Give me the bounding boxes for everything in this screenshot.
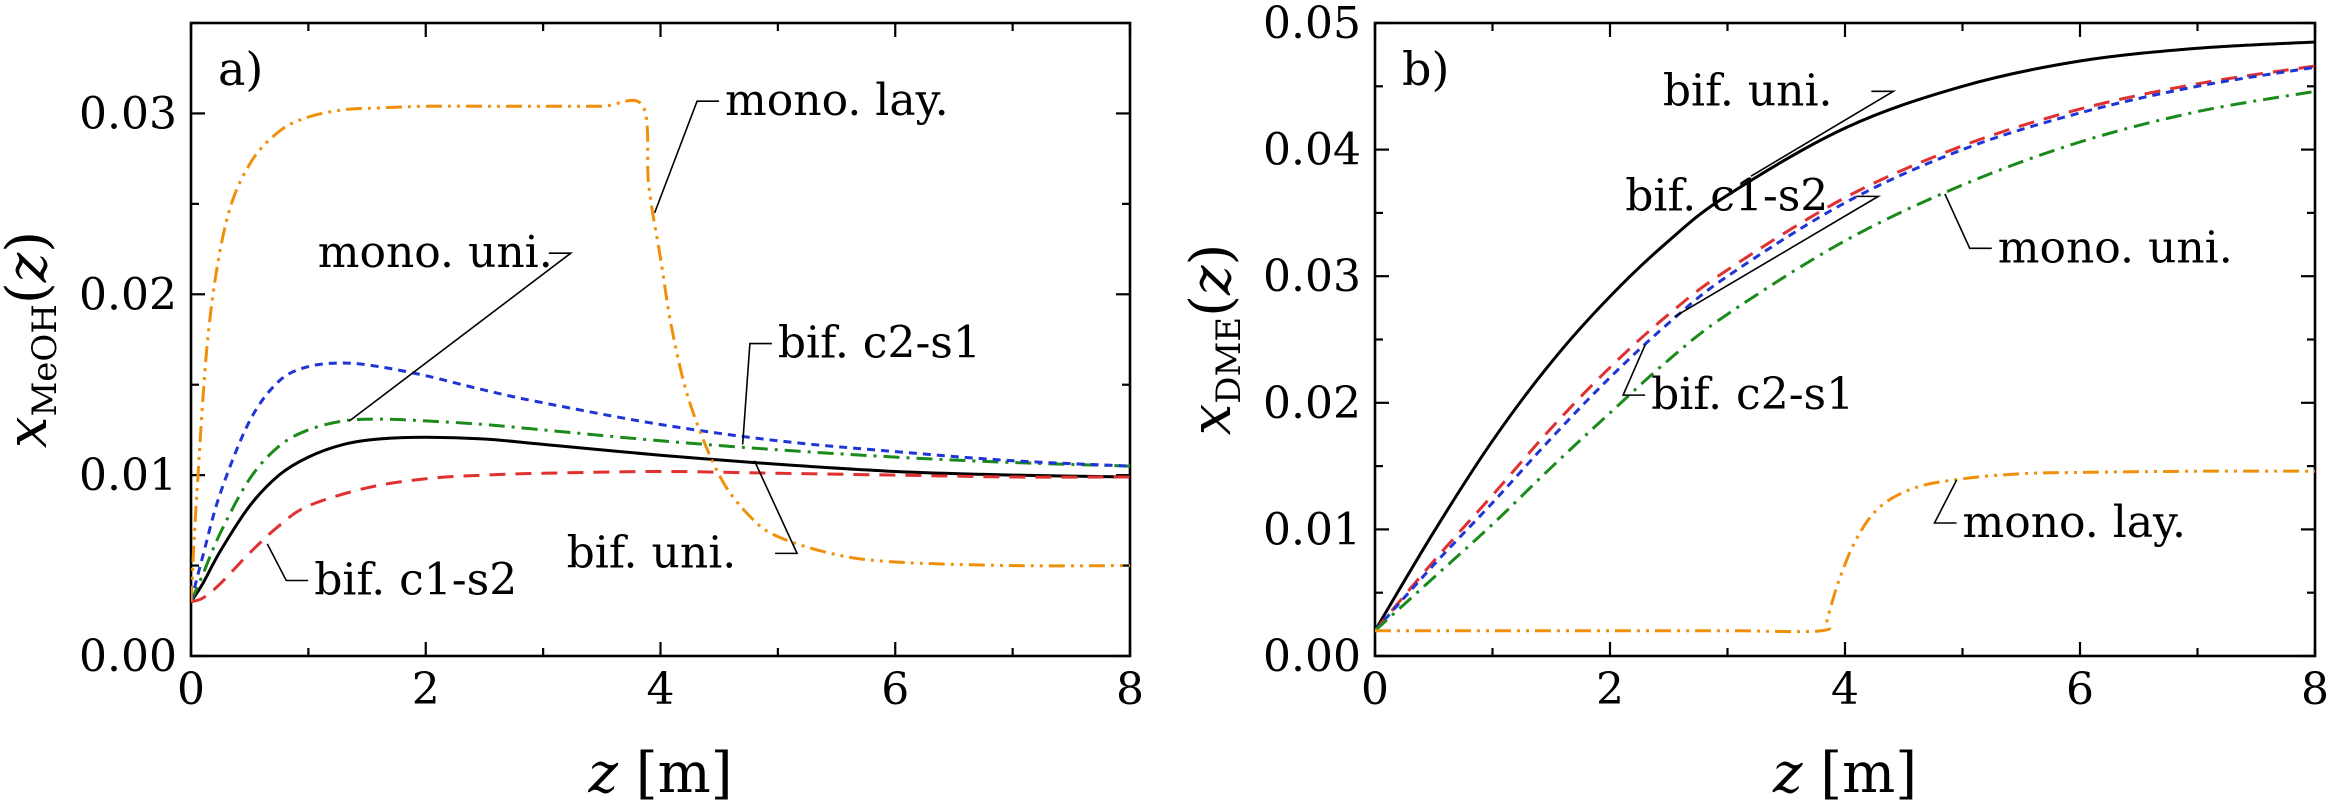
- chart-b-annotation-leader: [1750, 90, 1897, 177]
- chart-a-annotation-leader: [741, 342, 772, 445]
- chart-a-x-tick-label: 6: [881, 664, 909, 715]
- chart-b-y-tick-label: 0.02: [1263, 378, 1361, 429]
- chart-a-x-tick-label: 2: [412, 664, 440, 715]
- chart-a-x-tick-label: 0: [177, 664, 205, 715]
- chart-b-series-mono-uni: [1375, 89, 2315, 632]
- chart-b-annotation-leader: [1933, 479, 1958, 524]
- chart-b-annotation: bif. c1-s2: [1625, 170, 1828, 221]
- chart-a-x-tick-label: 4: [647, 664, 675, 715]
- chart-b-x-tick-label: 2: [1596, 664, 1624, 715]
- chart-a-series-bif-c1-s2: [191, 469, 1130, 604]
- chart-b-series-mono-lay: [1375, 469, 2315, 634]
- chart-b-x-tick-label: 4: [1831, 664, 1859, 715]
- chart-b-annotation-leader: [1944, 193, 1992, 250]
- chart-a-series-bif-uni: [191, 435, 1130, 603]
- chart-panel-a: 0 2 4 6 8 0.00 0.01 0.02 0.03 mono. lay. mono. uni…: [0, 21, 1144, 803]
- chart-a-annotation: bif. c2-s1: [778, 318, 981, 369]
- chart-b-x-tick-label: 8: [2301, 664, 2329, 715]
- chart-a-y-axis-title: xMeOH(z): [0, 231, 65, 448]
- chart-a-annotation: mono. lay.: [725, 75, 949, 126]
- chart-a-annotation: bif. c1-s2: [314, 555, 517, 606]
- chart-b-series-bif-c2-s1: [1375, 65, 2315, 632]
- chart-a-annotation-leader: [348, 252, 574, 422]
- chart-a-series-mono-lay: [191, 98, 1130, 602]
- chart-b-y-tick-label: 0.05: [1263, 0, 1361, 49]
- chart-b-y-tick-label: 0.03: [1263, 251, 1361, 302]
- chart-b-annotation: mono. uni.: [1998, 222, 2233, 273]
- chart-a-x-axis-title: z [m]: [587, 741, 732, 803]
- chart-a-annotation-leader: [266, 543, 309, 582]
- chart-b-panel-label: b): [1402, 42, 1449, 96]
- chart-b-annotation: mono. lay.: [1963, 497, 2187, 548]
- chart-a-series-mono-uni: [191, 417, 1130, 603]
- chart-a-x-tick-label: 8: [1116, 664, 1144, 715]
- chart-a-annotation: bif. uni.: [567, 527, 737, 578]
- chart-b-annotation-leader: [1621, 344, 1646, 396]
- chart-a-y-tick-label: 0.03: [79, 88, 177, 139]
- chart-a-annotation-leader: [753, 460, 799, 555]
- chart-a-y-tick-label: 0.02: [79, 269, 177, 320]
- chart-b-series-bif-c1-s2: [1375, 64, 2315, 632]
- chart-b-y-axis-title: xDME(z): [1179, 244, 1249, 436]
- chart-a-y-tick-label: 0.01: [79, 450, 177, 501]
- chart-b-x-axis-title: z [m]: [1772, 741, 1917, 803]
- chart-a-y-tick-label: 0.00: [79, 631, 177, 682]
- chart-b-annotation-leader: [1674, 195, 1882, 318]
- chart-a-annotation-leader: [653, 100, 720, 214]
- chart-b-series-bif-uni: [1375, 40, 2315, 632]
- chart-panel-b: 0 2 4 6 8 0.00 0.01 0.02 0.03 0.04 0.05 bif. uni. bi…: [1179, 0, 2329, 803]
- chart-b-x-tick-label: 0: [1361, 664, 1389, 715]
- chart-a-annotation: mono. uni.: [318, 227, 553, 278]
- chart-b-y-tick-label: 0.00: [1263, 631, 1361, 682]
- chart-a-series-bif-c2-s1: [191, 361, 1130, 603]
- chart-b-x-tick-label: 6: [2066, 664, 2094, 715]
- chart-b-annotation: bif. c2-s1: [1651, 369, 1854, 420]
- chart-b-annotation: bif. uni.: [1663, 65, 1833, 116]
- chart-b-y-tick-label: 0.04: [1263, 125, 1361, 176]
- chart-b-y-tick-label: 0.01: [1263, 504, 1361, 555]
- chart-a-panel-label: a): [218, 42, 263, 96]
